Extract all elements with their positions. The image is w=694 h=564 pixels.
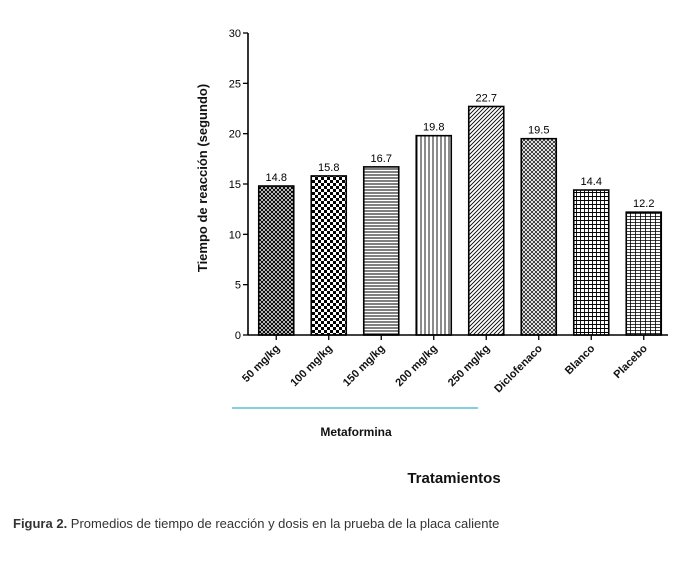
x-tick-label: 250 mg/kg [446, 343, 493, 390]
bar-value-label: 14.8 [266, 172, 287, 184]
y-tick-label: 5 [235, 280, 241, 292]
bar-value-label: 15.8 [318, 162, 339, 174]
bar-value-label: 14.4 [581, 176, 602, 188]
x-tick-label: 200 mg/kg [393, 343, 440, 390]
y-tick-label: 10 [229, 229, 241, 241]
y-tick-label: 25 [229, 78, 241, 90]
y-axis: 0 5 10 15 20 25 30 [229, 28, 249, 342]
bar-value-label: 19.5 [528, 125, 549, 137]
bar-value-label: 16.7 [371, 153, 392, 165]
bar [467, 105, 505, 336]
bar [257, 185, 295, 336]
x-tick-label: Placebo [612, 342, 651, 381]
x-tick-label: 50 mg/kg [240, 343, 282, 385]
bar [362, 166, 400, 336]
x-axis-title: Tratamientos [407, 470, 500, 487]
bar [310, 175, 348, 336]
bars-group: 14.8 15.8 16.7 19.8 22.7 19.5 14.4 12.2 [257, 92, 663, 336]
x-tick-label: Diclofenaco [492, 342, 545, 395]
y-tick-label: 15 [229, 179, 241, 191]
y-axis-label: Tiempo de reacción (segundo) [195, 84, 210, 272]
bar-value-label: 12.2 [633, 198, 654, 210]
x-axis: 50 mg/kg 100 mg/kg 150 mg/kg 200 mg/kg 250 m… [240, 334, 668, 395]
y-tick-label: 20 [229, 129, 241, 141]
x-tick-label: 150 mg/kg [341, 343, 388, 390]
caption-text: Promedios de tiempo de reacción y dosis … [67, 516, 500, 531]
bar [572, 189, 610, 336]
group-label: Metaformina [320, 425, 392, 439]
bar-value-label: 19.8 [423, 122, 444, 134]
bar [415, 134, 453, 336]
bar [625, 211, 663, 336]
y-tick-label: 30 [229, 28, 241, 40]
figure-caption: Figura 2. Promedios de tiempo de reacció… [13, 516, 499, 531]
bar-value-label: 22.7 [476, 92, 497, 104]
x-tick-label: Blanco [563, 342, 598, 377]
x-tick-label: 100 mg/kg [288, 343, 335, 390]
bar [520, 137, 558, 336]
caption-label: Figura 2. [13, 516, 68, 531]
y-tick-label: 0 [235, 330, 241, 342]
